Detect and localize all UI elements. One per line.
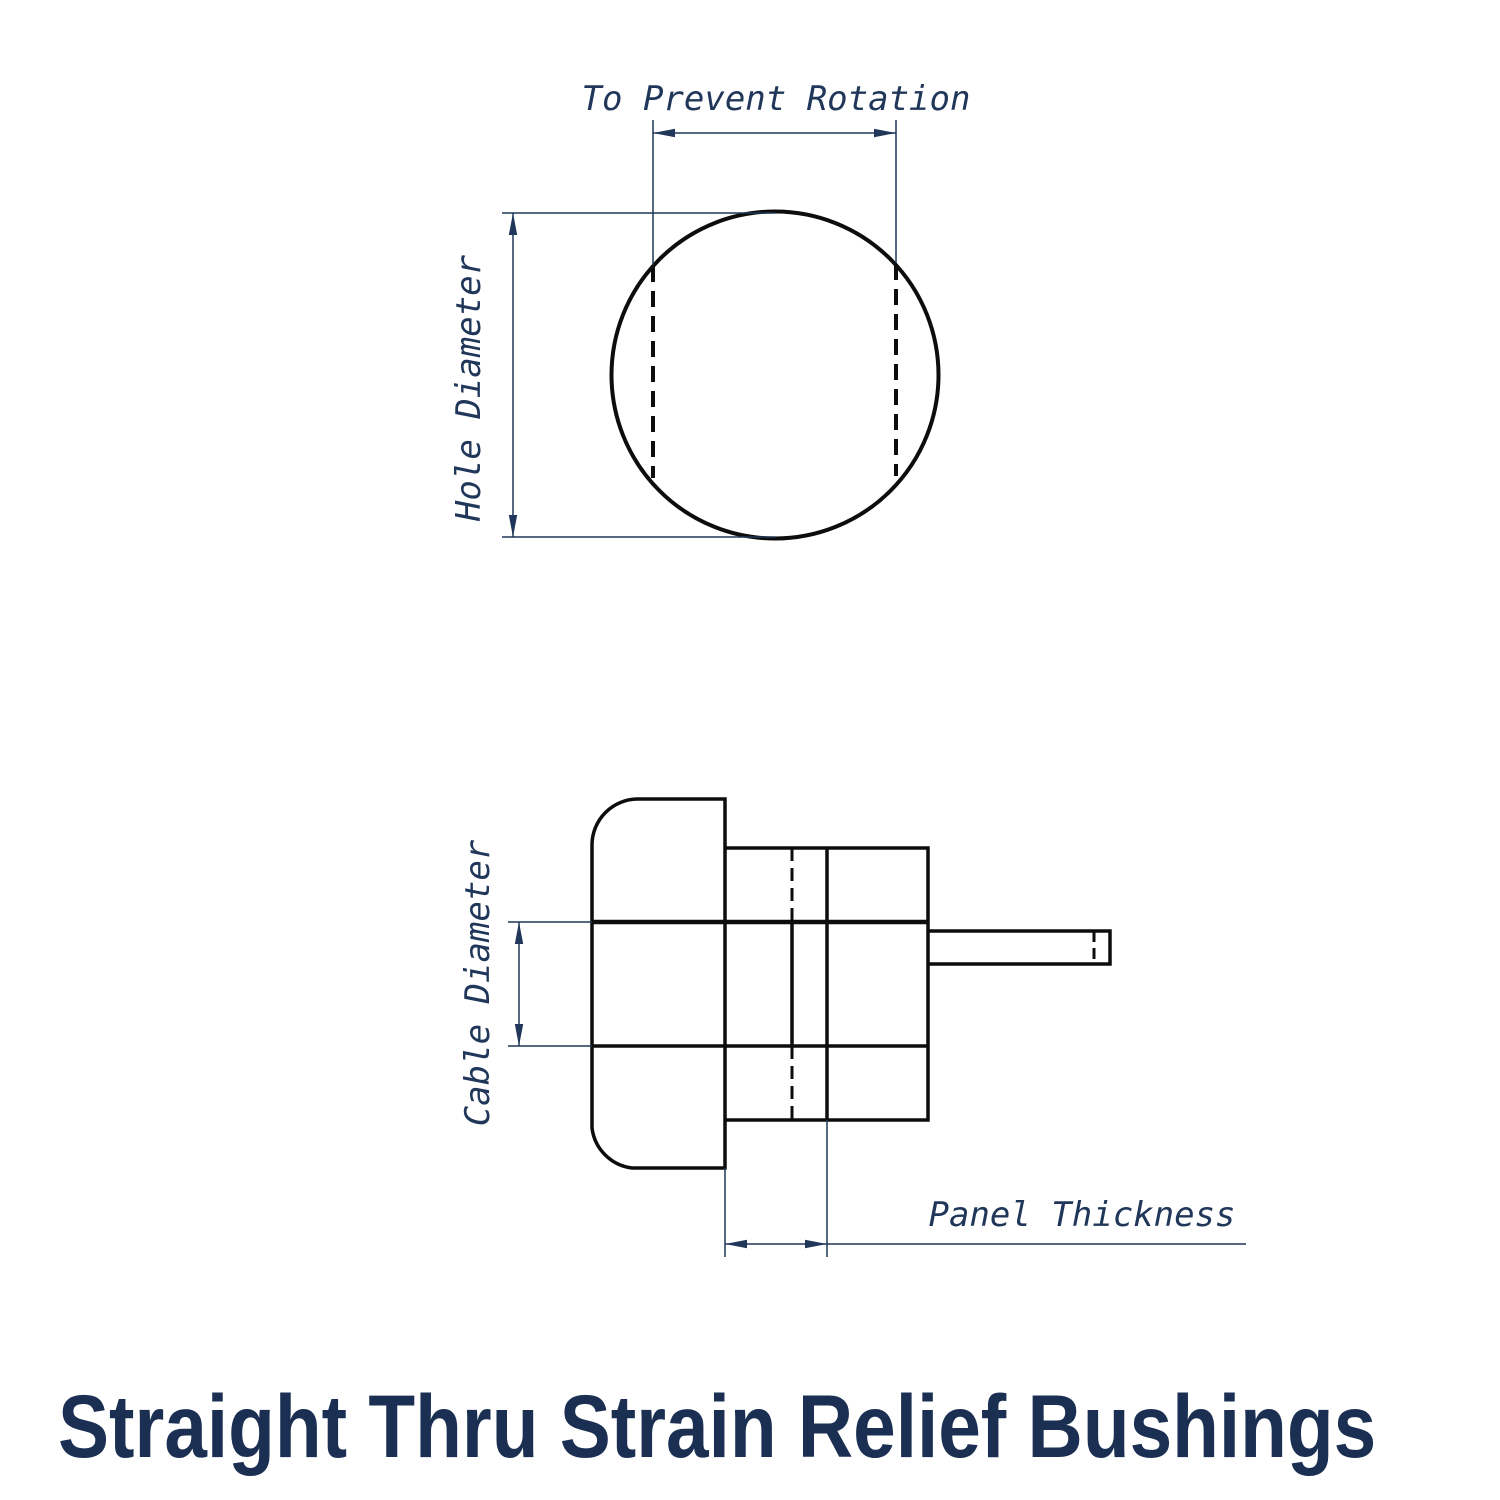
side-view	[590, 797, 1112, 1170]
arrowhead-right-icon	[805, 1239, 827, 1249]
top-view	[609, 209, 941, 541]
top-view-dimensions: To Prevent Rotation Hole Diameter	[449, 79, 971, 538]
bushing-cap-outline	[590, 797, 727, 1170]
label-hole-diameter: Hole Diameter	[449, 254, 489, 522]
label-panel-thickness: Panel Thickness	[928, 1195, 1235, 1235]
page-title: Straight Thru Strain Relief Bushings	[58, 1377, 1376, 1477]
arrowhead-up-icon	[514, 922, 524, 944]
arrowhead-down-icon	[514, 1024, 524, 1046]
arrowhead-up-icon	[508, 213, 518, 235]
arrowhead-down-icon	[508, 515, 518, 537]
cable-shaft-outline	[928, 929, 1112, 966]
bushing-outline-circle	[609, 209, 941, 541]
arrowhead-left-icon	[653, 128, 675, 138]
arrowhead-left-icon	[725, 1239, 747, 1249]
arrowhead-right-icon	[874, 128, 896, 138]
side-view-dimensions: Cable Diameter Panel Thickness	[458, 839, 1246, 1257]
label-cable-diameter: Cable Diameter	[458, 839, 498, 1126]
label-to-prevent-rotation: To Prevent Rotation	[582, 79, 971, 119]
